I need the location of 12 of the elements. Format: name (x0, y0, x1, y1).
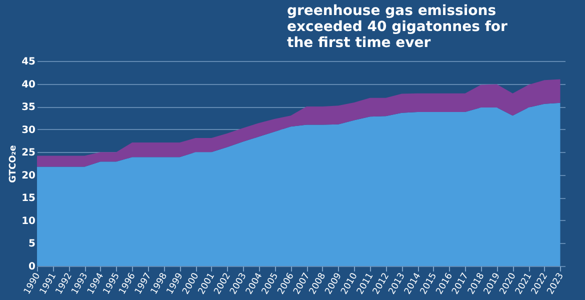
y-axis-title: GTCO₂e (8, 145, 19, 183)
chart-title: greenhouse gas emissions exceeded 40 gigatonnes for the first time ever (287, 3, 508, 51)
y-tick-label: 45 (22, 56, 36, 68)
y-tick-label: 15 (22, 193, 36, 204)
y-tick-label: 0 (28, 262, 36, 272)
y-tick-label: 30 (22, 124, 36, 136)
y-tick-label: 10 (22, 216, 36, 227)
y-tick-label: 35 (22, 102, 36, 114)
y-tick-label: 25 (22, 148, 36, 159)
y-tick-label: 5 (28, 238, 36, 250)
y-tick-label: 40 (22, 79, 36, 90)
y-tick-label: 20 (22, 170, 36, 182)
